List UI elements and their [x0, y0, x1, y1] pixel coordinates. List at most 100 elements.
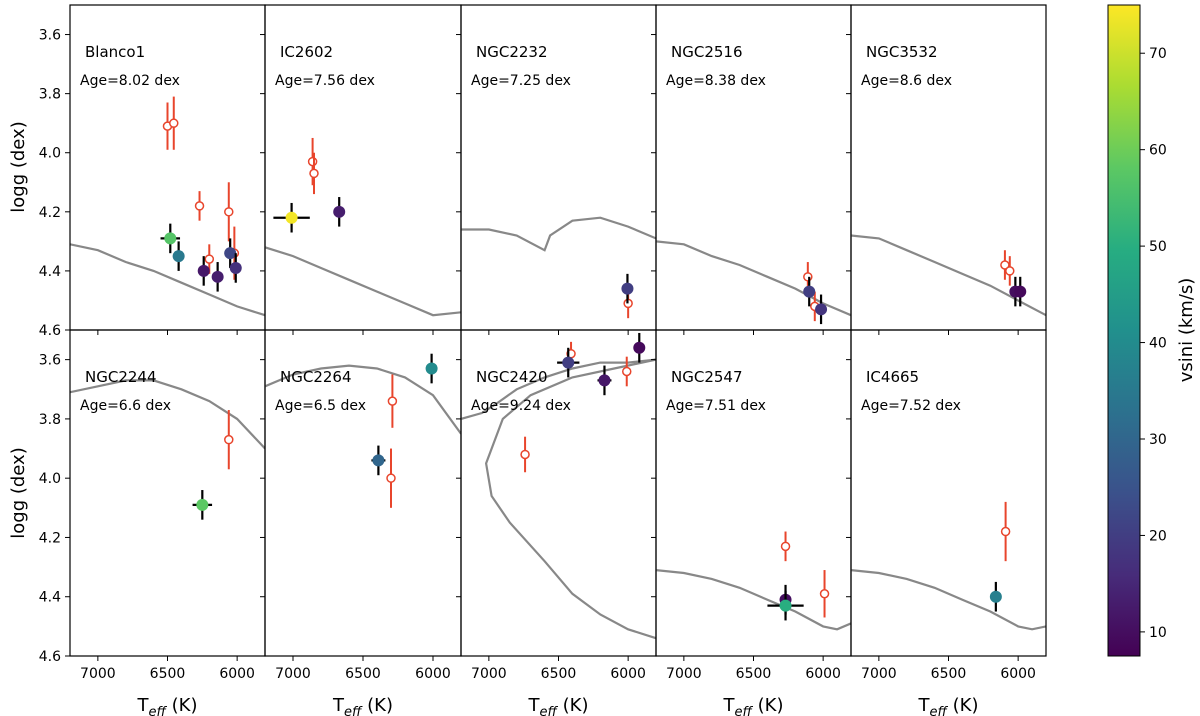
open-point — [520, 436, 530, 473]
open-point — [309, 152, 319, 195]
isochrone-line — [656, 240, 851, 317]
filled-point-marker — [333, 205, 346, 218]
panel-name: NGC2244 — [85, 368, 157, 386]
open-point-marker — [224, 434, 234, 445]
panel-age: Age=8.38 dex — [666, 73, 766, 89]
filled-point-marker — [285, 211, 298, 224]
open-point-marker — [387, 396, 398, 406]
open-point — [819, 570, 830, 618]
panel-name: NGC2420 — [476, 368, 548, 386]
y-tick-label: 4.2 — [39, 530, 61, 546]
isochrone-line — [70, 243, 265, 317]
filled-point-marker — [372, 454, 385, 467]
open-point — [224, 182, 234, 242]
panel-name: NGC2232 — [476, 43, 548, 61]
filled-point — [633, 332, 646, 363]
filled-point — [172, 241, 185, 271]
y-tick-label: 4.4 — [39, 590, 61, 606]
open-point-marker — [803, 272, 813, 282]
filled-point-marker — [425, 362, 438, 375]
filled-point — [425, 353, 438, 384]
filled-point-marker — [562, 356, 575, 369]
filled-point — [767, 590, 804, 621]
x-tick-label: 7000 — [275, 666, 311, 682]
panel-age: Age=8.6 dex — [861, 73, 952, 89]
colorbar-tick-label: 20 — [1149, 528, 1167, 544]
y-axis-title-bottom: logg (dex) — [8, 447, 29, 538]
filled-point-marker — [1014, 285, 1027, 298]
x-tick-label: 6500 — [931, 666, 967, 682]
open-point-marker — [307, 156, 318, 167]
open-point-marker — [819, 589, 830, 599]
panel-ic4665: 7000 6500 6000 IC4665 Age=7.52 dex Teff (K) — [846, 329, 1047, 716]
colorbar-gradient — [1107, 4, 1141, 657]
panel-blanco1: 3.6 3.8 4.0 4.2 4.4 4.6 Blanco1 Age=8.02 dex — [39, 4, 266, 339]
x-axis-title: Teff (K) — [332, 695, 393, 716]
x-tick-label: 6000 — [610, 666, 646, 682]
filled-point — [803, 276, 816, 307]
open-point — [1000, 501, 1011, 562]
filled-point-marker — [196, 498, 209, 511]
open-point — [780, 531, 791, 562]
filled-point — [621, 273, 634, 304]
open-point — [1005, 256, 1015, 286]
isochrone-line — [461, 216, 656, 252]
open-point-marker — [169, 118, 179, 128]
open-point — [224, 410, 234, 470]
filled-point-marker — [229, 261, 242, 274]
filled-point-marker — [803, 285, 816, 298]
open-point — [387, 374, 398, 428]
open-point — [194, 191, 205, 221]
panel-name: Blanco1 — [85, 43, 145, 61]
panel-ngc2420: 7000 6500 6000 NGC2420 Age=9.24 dex Teff (K) — [456, 329, 657, 716]
panel-ngc3532: NGC3532 Age=8.6 dex — [846, 4, 1047, 335]
isochrone-line — [851, 234, 1046, 317]
isochrone-line — [265, 246, 461, 317]
panel-age: Age=7.25 dex — [471, 73, 571, 89]
x-tick-label: 7000 — [471, 666, 507, 682]
x-tick-label: 7000 — [666, 666, 702, 682]
panel-ngc2232: NGC2232 Age=7.25 dex — [456, 4, 657, 335]
panel-name: NGC3532 — [866, 43, 938, 61]
filled-point-marker — [779, 599, 792, 612]
panel-ngc2244: 7000 6500 6000 3.6 3.8 4.0 4.2 4.4 4.6 NGC2244 Age… — [39, 329, 266, 716]
filled-point — [989, 581, 1002, 612]
x-axis-title: Teff (K) — [528, 695, 589, 716]
filled-point-marker — [211, 270, 224, 283]
y-axis-title-top: logg (dex) — [8, 121, 29, 212]
filled-point-marker — [989, 590, 1002, 603]
y-tick-label: 3.6 — [39, 353, 61, 369]
y-tick-label: 4.6 — [39, 323, 61, 339]
y-tick-label: 4.0 — [39, 146, 61, 162]
panel-name: IC2602 — [280, 43, 333, 61]
filled-point-marker — [598, 374, 611, 387]
x-tick-label: 6000 — [219, 666, 255, 682]
filled-point-marker — [621, 282, 634, 295]
x-tick-label: 6500 — [150, 666, 186, 682]
x-tick-label: 6500 — [541, 666, 577, 682]
y-tick-label: 4.4 — [39, 264, 61, 280]
open-point-marker — [520, 449, 530, 460]
x-axis-title: Teff (K) — [918, 695, 979, 716]
filled-point-marker — [172, 250, 185, 263]
x-tick-label: 6000 — [415, 666, 451, 682]
open-point — [169, 96, 179, 150]
filled-point — [371, 445, 386, 476]
x-tick-label: 6500 — [345, 666, 381, 682]
isochrone-line — [461, 358, 656, 640]
isochrone-line — [70, 379, 265, 450]
x-tick-label: 7000 — [80, 666, 116, 682]
open-point — [307, 137, 318, 186]
panel-age: Age=7.51 dex — [666, 398, 766, 414]
panel-name: IC4665 — [866, 368, 919, 386]
filled-point — [224, 238, 237, 268]
panel-name: NGC2264 — [280, 368, 352, 386]
x-tick-label: 6000 — [805, 666, 841, 682]
open-point-marker — [386, 473, 396, 483]
y-tick-label: 4.2 — [39, 205, 61, 221]
panel-ngc2547: 7000 6500 6000 NGC2547 Age=7.51 dex Teff (K) — [651, 329, 852, 716]
panel-grid: 3.6 3.8 4.0 4.2 4.4 4.6 Blanco1 Age=8.02 dex IC2… — [39, 4, 1047, 716]
x-axis-title: Teff (K) — [137, 695, 198, 716]
panel-ic2602: IC2602 Age=7.56 dex — [260, 4, 462, 335]
